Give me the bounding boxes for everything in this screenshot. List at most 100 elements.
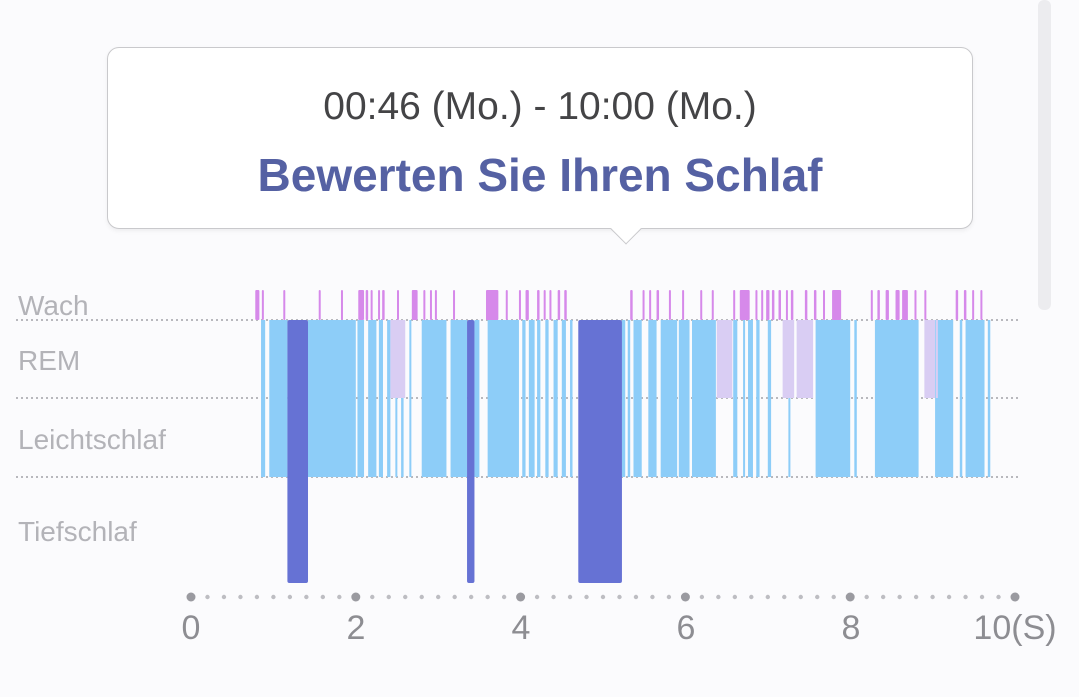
x-axis-minor-tick	[897, 594, 902, 600]
light-sleep-bar	[987, 320, 991, 477]
stage-label-deep: Tiefschlaf	[18, 516, 137, 547]
wake-bar	[785, 290, 788, 320]
x-axis-minor-tick	[831, 594, 836, 600]
scrollbar[interactable]	[1038, 0, 1051, 310]
deep-sleep-series	[287, 320, 622, 583]
wake-bar	[549, 290, 552, 320]
x-tick-label: 0	[181, 609, 201, 647]
rem-sleep-bar	[935, 320, 938, 398]
wake-bar	[823, 290, 826, 320]
light-sleep-bar	[743, 320, 746, 477]
light-sleep-bar	[261, 320, 266, 477]
x-axis	[186, 592, 1020, 602]
light-sleep-bar	[421, 320, 447, 477]
stage-label-wake: Wach	[18, 290, 89, 321]
wake-bar	[885, 290, 889, 320]
wake-bar	[668, 290, 671, 320]
wake-bar	[429, 290, 432, 320]
light-sleep-bar	[733, 320, 738, 477]
wake-bar	[790, 290, 794, 320]
x-axis-minor-tick	[996, 594, 1001, 600]
x-axis-minor-tick	[205, 594, 210, 600]
wake-bar	[813, 290, 817, 320]
x-axis-minor-tick	[567, 594, 573, 600]
rem-sleep-bar	[924, 320, 936, 398]
wake-bar	[804, 290, 808, 320]
light-sleep-bar	[545, 320, 549, 477]
wake-bar	[370, 290, 373, 320]
x-axis-minor-tick	[963, 594, 968, 600]
light-sleep-bar	[537, 320, 541, 477]
wake-bar	[423, 290, 426, 320]
x-axis-minor-tick	[452, 594, 457, 600]
light-sleep-bar	[788, 320, 791, 477]
x-axis-minor-tick	[271, 594, 276, 600]
x-axis-minor-tick	[666, 594, 672, 600]
x-axis-minor-tick	[254, 594, 260, 600]
wake-bar	[365, 290, 369, 320]
x-tick-label: 8	[841, 609, 861, 647]
light-sleep-bar	[678, 320, 690, 477]
x-axis-minor-tick	[749, 594, 754, 600]
wake-bar	[564, 290, 567, 320]
light-sleep-bar	[648, 320, 657, 477]
time-range: 00:46 (Mo.) - 10:00 (Mo.)	[323, 85, 757, 128]
wake-bar	[972, 290, 975, 320]
x-axis-minor-tick	[782, 594, 787, 600]
light-sleep-bar	[528, 320, 535, 477]
x-tick-label: 6	[676, 609, 696, 647]
light-sleep-series	[261, 320, 991, 477]
light-sleep-bar	[633, 320, 642, 477]
x-tick-label: 4	[511, 609, 531, 647]
x-axis-minor-tick	[436, 594, 441, 600]
wake-bar	[642, 290, 645, 320]
rem-sleep-bar	[782, 320, 795, 398]
x-axis-major-tick	[516, 592, 526, 602]
rem-sleep-series	[390, 320, 938, 398]
light-sleep-bar	[691, 320, 716, 477]
wake-bar	[358, 290, 365, 320]
x-axis-minor-tick	[979, 594, 985, 600]
light-sleep-bar	[815, 320, 851, 477]
deep-sleep-bar	[467, 320, 475, 583]
x-axis-minor-tick	[221, 594, 227, 600]
x-axis-minor-tick	[419, 594, 424, 600]
x-axis-minor-tick	[880, 594, 886, 600]
wake-bar	[877, 290, 880, 320]
x-axis-minor-tick	[913, 594, 919, 600]
wake-bar	[656, 290, 660, 320]
x-axis-minor-tick	[815, 594, 820, 600]
x-axis-minor-tick	[864, 594, 869, 600]
deep-sleep-bar	[287, 320, 309, 583]
wake-bar	[378, 290, 381, 320]
wake-bar	[778, 290, 781, 320]
wake-bar	[832, 290, 842, 320]
wake-bar	[340, 290, 343, 320]
x-axis-minor-tick	[617, 594, 622, 600]
x-axis-minor-tick	[633, 594, 639, 600]
wake-bar	[766, 290, 770, 320]
wake-bar	[537, 290, 540, 320]
rate-sleep-link[interactable]: Bewerten Sie Ihren Schlaf	[257, 149, 823, 201]
light-sleep-bar	[401, 320, 404, 477]
x-axis-major-tick	[186, 592, 196, 602]
wake-bar	[434, 290, 437, 320]
x-axis-major-tick	[845, 592, 855, 602]
stage-label-rem: REM	[18, 345, 81, 376]
x-tick-label: 10(S)	[973, 609, 1057, 647]
x-axis-minor-tick	[320, 594, 326, 600]
wake-bar	[700, 290, 703, 320]
wake-bar	[733, 290, 736, 320]
x-axis-major-tick	[351, 592, 361, 602]
light-sleep-bar	[935, 320, 954, 477]
wake-bar	[557, 290, 561, 320]
x-axis-minor-tick	[798, 594, 803, 600]
wake-bar	[485, 290, 499, 320]
x-axis-minor-tick	[238, 594, 243, 600]
wake-bar	[649, 290, 652, 320]
x-tick-label: 2	[346, 609, 366, 647]
x-axis-minor-tick	[370, 594, 375, 600]
x-axis-major-tick	[680, 592, 690, 602]
x-axis-minor-tick	[337, 594, 342, 600]
